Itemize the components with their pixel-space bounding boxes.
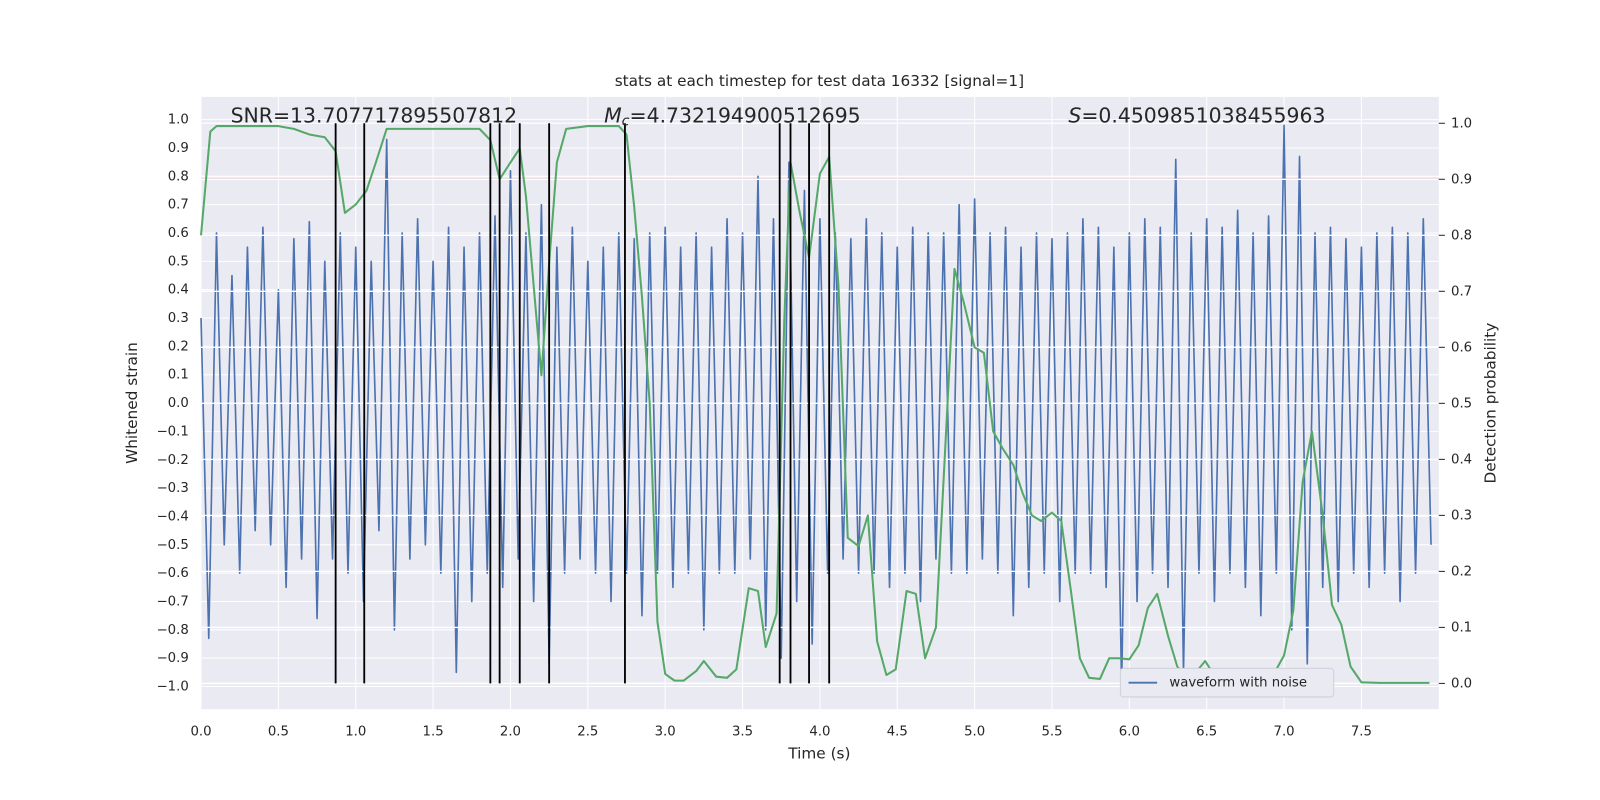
annotation-text: SNR=13.707717895507812 <box>231 103 517 127</box>
x-axis-label: Time (s) <box>787 745 850 763</box>
x-tick-label: 0.5 <box>268 725 289 740</box>
y2-tick-label: 0.0 <box>1451 676 1472 691</box>
y-tick-label: −0.1 <box>157 424 189 439</box>
x-tick-label: 7.5 <box>1351 725 1372 740</box>
x-tick-label: 0.0 <box>190 725 211 740</box>
x-tick-label: 7.0 <box>1274 725 1295 740</box>
annotation-subscript: c <box>622 113 630 129</box>
y-tick-label: 0.5 <box>168 254 189 269</box>
y-tick-label: −0.2 <box>157 453 189 468</box>
y-axis-label: Whitened strain <box>123 342 141 464</box>
y2-tick-label: 0.4 <box>1451 452 1472 467</box>
x-tick-label: 5.5 <box>1041 725 1062 740</box>
y2-tick-label: 0.1 <box>1451 620 1472 635</box>
y-tick-label: 0.0 <box>168 396 189 411</box>
y-tick-label: 0.2 <box>168 339 189 354</box>
y-tick-label: −0.4 <box>157 509 189 524</box>
y2-tick-label: 0.8 <box>1451 228 1472 243</box>
chart-title: stats at each timestep for test data 163… <box>615 72 1024 90</box>
legend: waveform with noise <box>1119 667 1335 698</box>
annotation: Mc=4.732194900512695 <box>604 103 861 129</box>
y2-tick-label: 0.6 <box>1451 340 1472 355</box>
y-tick-label: −0.3 <box>157 481 189 496</box>
y-tick-label: −0.5 <box>157 538 189 553</box>
y-tick-label: −1.0 <box>157 680 189 695</box>
x-tick-label: 3.5 <box>732 725 753 740</box>
x-tick-label: 3.0 <box>655 725 676 740</box>
y-tick-label: −0.9 <box>157 651 189 666</box>
x-tick-label: 4.0 <box>809 725 830 740</box>
legend-label: waveform with noise <box>1169 676 1307 691</box>
y2-tick-label: 1.0 <box>1451 116 1472 131</box>
annotation-text: =0.4509851038455963 <box>1081 103 1325 127</box>
y-tick-label: −0.6 <box>157 566 189 581</box>
y-tick-label: 0.7 <box>168 198 189 213</box>
y-tick-label: 1.0 <box>168 113 189 128</box>
y-tick-label: 0.4 <box>168 283 189 298</box>
y2-tick-label: 0.9 <box>1451 172 1472 187</box>
annotation-symbol: S <box>1068 103 1081 127</box>
y2-tick-label: 0.3 <box>1451 508 1472 523</box>
x-tick-label: 1.0 <box>345 725 366 740</box>
x-tick-label: 2.5 <box>577 725 598 740</box>
x-tick-label: 6.5 <box>1196 725 1217 740</box>
y-tick-label: −0.8 <box>157 623 189 638</box>
y-tick-label: 0.1 <box>168 368 189 383</box>
y2-tick-label: 0.7 <box>1451 284 1472 299</box>
y-tick-label: 0.6 <box>168 226 189 241</box>
x-tick-label: 6.0 <box>1119 725 1140 740</box>
annotation-symbol: M <box>604 103 622 127</box>
y-tick-label: 0.9 <box>168 141 189 156</box>
legend-box <box>1119 667 1335 698</box>
annotation: S=0.4509851038455963 <box>1068 103 1325 127</box>
y-tick-label: 0.8 <box>168 169 189 184</box>
x-tick-label: 5.0 <box>964 725 985 740</box>
y2-tick-label: 0.2 <box>1451 564 1472 579</box>
waveform-line <box>200 124 1432 688</box>
annotation-text: =4.732194900512695 <box>630 103 861 127</box>
x-tick-label: 4.5 <box>887 725 908 740</box>
y-tick-label: −0.7 <box>157 594 189 609</box>
y2-axis-label: Detection probability <box>1481 323 1499 484</box>
y2-tick-label: 0.5 <box>1451 396 1472 411</box>
x-tick-label: 2.0 <box>500 725 521 740</box>
annotation: SNR=13.707717895507812 <box>231 103 517 127</box>
y-tick-label: 0.3 <box>168 311 189 326</box>
x-tick-label: 1.5 <box>423 725 444 740</box>
